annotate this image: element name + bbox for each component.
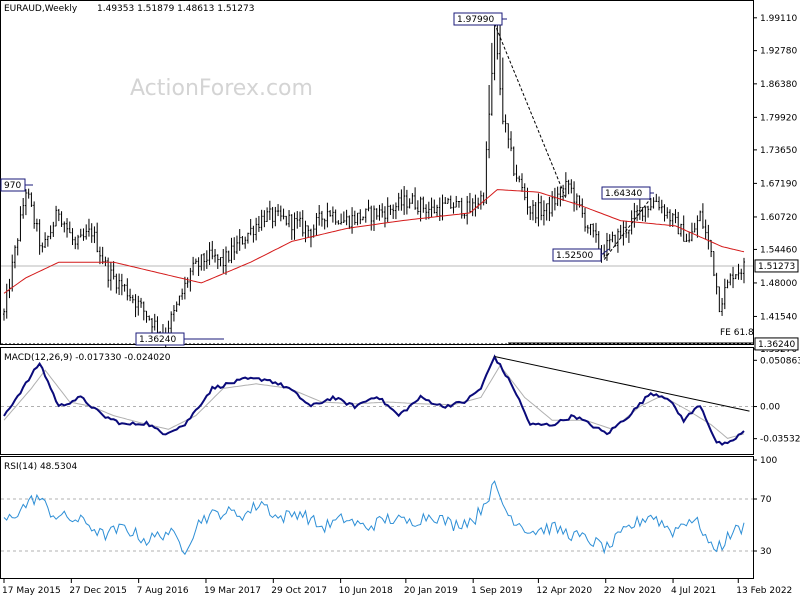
price-tick-label: 1.99110: [760, 14, 797, 24]
macd-main-path: [3, 354, 745, 446]
price-tick-label: 1.67190: [760, 179, 797, 189]
price-dashed-levels: [1, 265, 753, 345]
price-tick-label: 1.73650: [760, 146, 797, 156]
rsi-tick-label: 30: [760, 547, 772, 557]
macd-tick-label: 0.00: [760, 403, 780, 413]
x-tick-label: 29 Oct 2017: [271, 586, 327, 596]
x-tick-label: 7 Aug 2016: [137, 586, 189, 596]
watermark: ActionForex.com: [130, 76, 313, 101]
price-tick-label: 1.48000: [760, 279, 797, 289]
rsi-y-axis: 100 70 30: [753, 456, 777, 557]
price-tick-label: 1.41540: [760, 312, 797, 322]
macd-panel: [0, 347, 754, 455]
macd-tick-label: -0.035322: [760, 435, 800, 445]
macd-tick-label: 0.050863: [760, 356, 800, 366]
current-price-box: [754, 259, 799, 273]
price-trendlines: [494, 23, 652, 260]
x-tick-label: 4 Jul 2021: [671, 586, 716, 596]
price-annotations: 1.97990 1.64340 1.52500 1.36240 970: [0, 12, 654, 346]
x-tick-label: 22 Nov 2020: [604, 586, 662, 596]
annotation-label: 970: [4, 181, 21, 191]
ma-path: [3, 189, 745, 294]
price-tick-label: 1.92780: [760, 47, 797, 57]
rsi-path: [3, 480, 745, 556]
symbol-label: EURAUD,Weekly: [4, 4, 78, 14]
time-x-axis: 17 May 2015 27 Dec 2015 7 Aug 2016 19 Mar 2…: [2, 579, 792, 596]
x-tick-label: 1 Sep 2019: [471, 586, 523, 596]
macd-y-axis: 0.050863 0.00 -0.035322: [753, 356, 800, 445]
x-tick-label: 19 Mar 2017: [204, 586, 261, 596]
price-tick-label: 1.60720: [760, 213, 797, 223]
rsi-tick-label: 100: [760, 456, 777, 466]
x-tick-label: 10 Jun 2018: [339, 586, 393, 596]
annotation-label: 1.36240: [139, 335, 176, 345]
macd-lines: [1, 354, 753, 446]
x-tick-label: 20 Jan 2019: [404, 586, 458, 596]
dashed-trendline: [494, 23, 567, 199]
x-tick-label: 27 Dec 2015: [69, 586, 127, 596]
macd-trendline: [494, 356, 750, 412]
ohlc-label: 1.49353 1.51879 1.48613 1.51273: [97, 4, 254, 14]
x-tick-label: 12 Apr 2020: [536, 586, 592, 596]
x-tick-label: 13 Feb 2022: [736, 586, 792, 596]
dashed-trendline-2: [603, 197, 652, 260]
rsi-lines: [1, 480, 753, 556]
price-y-axis: 1.99110 1.92780 1.86380 1.79920 1.73650 1.671…: [753, 14, 799, 355]
fe-label: FE 61.8: [720, 328, 754, 338]
moving-average-line: [3, 189, 745, 294]
rsi-label: RSI(14) 48.5304: [4, 462, 77, 472]
price-tick-label: 1.86380: [760, 80, 797, 90]
current-price-label: 1.51273: [758, 262, 795, 272]
price-candles: [3, 19, 745, 348]
annotation-label: 1.64340: [605, 189, 642, 199]
macd-label: MACD(12,26,9) -0.017330 -0.024020: [4, 353, 171, 363]
annotation-label: 1.52500: [556, 251, 593, 261]
price-tick-label: 1.54460: [760, 245, 797, 255]
x-tick-label: 17 May 2015: [2, 586, 61, 596]
rsi-panel: [0, 456, 754, 579]
annotation-leader: [600, 248, 610, 256]
price-panel: [0, 0, 754, 345]
rsi-tick-label: 70: [760, 495, 772, 505]
level-box: [754, 337, 799, 351]
price-tick-label: 1.79920: [760, 113, 797, 123]
level-label: 1.36240: [758, 340, 795, 350]
annotation-label: 1.97990: [457, 15, 494, 25]
